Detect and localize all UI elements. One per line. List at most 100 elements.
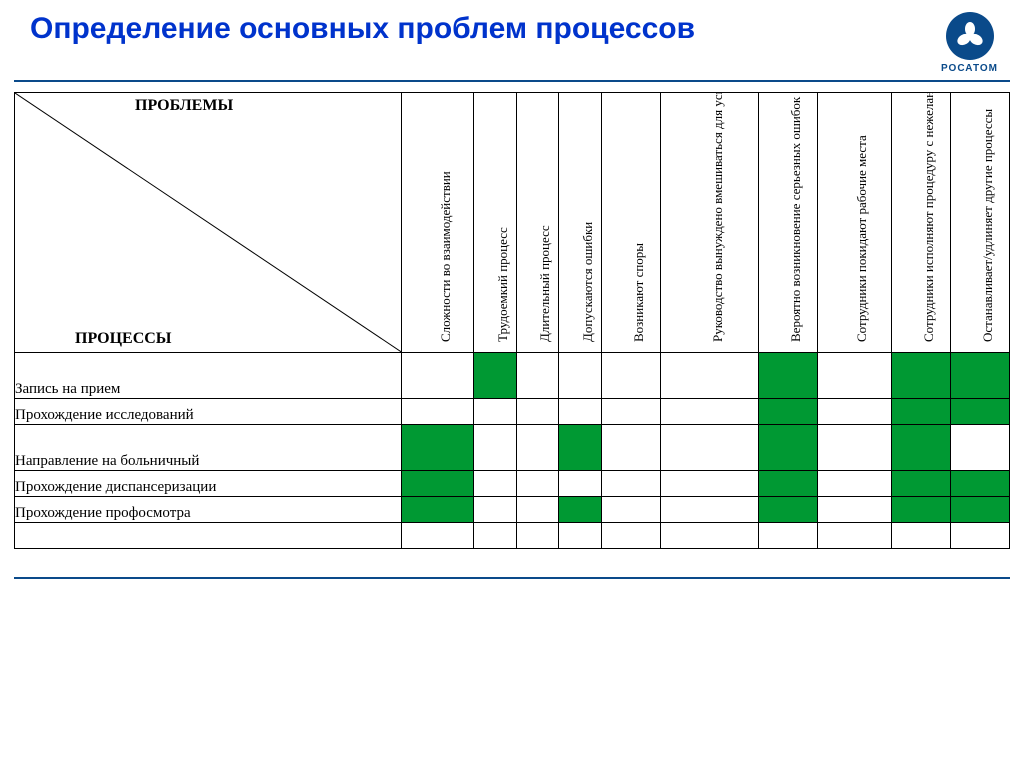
matrix-cell bbox=[950, 399, 1009, 425]
corner-rows-label: ПРОЦЕССЫ bbox=[75, 330, 172, 348]
column-header-label: Длительный процесс bbox=[537, 93, 553, 347]
brand-name: РОСАТОМ bbox=[941, 63, 998, 74]
matrix-cell bbox=[891, 353, 950, 399]
matrix-cell bbox=[473, 471, 516, 497]
row-label: Направление на больничный bbox=[15, 425, 402, 471]
matrix-cell bbox=[891, 425, 950, 471]
column-header: Трудоемкий процесс bbox=[473, 93, 516, 353]
table-row-blank bbox=[15, 523, 1010, 549]
matrix-cell bbox=[661, 523, 759, 549]
matrix-cell bbox=[602, 353, 661, 399]
column-header-label: Останавливает/удлиняет другие процессы bbox=[980, 93, 996, 347]
divider-top bbox=[14, 80, 1010, 82]
corner-columns-label: ПРОБЛЕМЫ bbox=[135, 97, 233, 115]
matrix-cell bbox=[559, 471, 602, 497]
column-header: Сотрудники исполняют процедуру с нежелан… bbox=[891, 93, 950, 353]
matrix-cell bbox=[402, 399, 473, 425]
matrix-cell bbox=[661, 353, 759, 399]
column-header-label: Сотрудники исполняют процедуру с нежелан… bbox=[921, 93, 937, 347]
matrix-cell bbox=[559, 399, 602, 425]
matrix-cell bbox=[402, 353, 473, 399]
table-row: Прохождение диспансеризации bbox=[15, 471, 1010, 497]
column-header-label: Сотрудники покидают рабочие места bbox=[854, 93, 870, 347]
matrix-cell bbox=[661, 497, 759, 523]
matrix-cell bbox=[759, 425, 818, 471]
row-label: Прохождение профосмотра bbox=[15, 497, 402, 523]
column-header-label: Трудоемкий процесс bbox=[495, 93, 511, 347]
matrix-cell bbox=[473, 353, 516, 399]
matrix-cell bbox=[473, 425, 516, 471]
page-title: Определение основных проблем процессов bbox=[30, 12, 695, 46]
matrix-cell bbox=[559, 353, 602, 399]
matrix-cell bbox=[559, 523, 602, 549]
matrix-cell bbox=[950, 425, 1009, 471]
matrix-cell bbox=[891, 497, 950, 523]
matrix-cell bbox=[818, 497, 891, 523]
table-row: Направление на больничный bbox=[15, 425, 1010, 471]
matrix-cell bbox=[759, 353, 818, 399]
matrix-cell bbox=[602, 425, 661, 471]
matrix-cell bbox=[818, 425, 891, 471]
column-header: Допускаются ошибки bbox=[559, 93, 602, 353]
table-row: Запись на прием bbox=[15, 353, 1010, 399]
matrix-cell bbox=[661, 425, 759, 471]
matrix-cell bbox=[516, 497, 559, 523]
matrix-cell bbox=[516, 471, 559, 497]
matrix-cell bbox=[759, 471, 818, 497]
column-header: Вероятно возникновение серьезных ошибок bbox=[759, 93, 818, 353]
matrix-cell bbox=[950, 497, 1009, 523]
matrix-cell bbox=[818, 471, 891, 497]
matrix-cell bbox=[602, 471, 661, 497]
divider-bottom bbox=[14, 577, 1010, 579]
matrix-cell bbox=[516, 425, 559, 471]
row-label: Запись на прием bbox=[15, 353, 402, 399]
column-header: Длительный процесс bbox=[516, 93, 559, 353]
matrix-cell bbox=[891, 399, 950, 425]
matrix-cell bbox=[473, 497, 516, 523]
matrix-cell bbox=[559, 425, 602, 471]
column-header: Руководство вынуждено вмешиваться для ус… bbox=[661, 93, 759, 353]
matrix-cell bbox=[602, 523, 661, 549]
corner-cell: ПРОБЛЕМЫ ПРОЦЕССЫ bbox=[15, 93, 402, 353]
rosatom-icon bbox=[946, 12, 994, 60]
matrix-cell bbox=[759, 497, 818, 523]
column-header-label: Сложности во взаимодействии bbox=[438, 93, 454, 347]
column-header-label: Возникают споры bbox=[631, 93, 647, 347]
matrix-cell bbox=[402, 497, 473, 523]
matrix-cell bbox=[891, 523, 950, 549]
matrix-cell bbox=[602, 399, 661, 425]
matrix-cell bbox=[818, 399, 891, 425]
matrix-cell bbox=[602, 497, 661, 523]
matrix-cell bbox=[516, 523, 559, 549]
matrix-cell bbox=[661, 399, 759, 425]
matrix-container: ПРОБЛЕМЫ ПРОЦЕССЫ Сложности во взаимодей… bbox=[0, 92, 1024, 549]
row-label: Прохождение диспансеризации bbox=[15, 471, 402, 497]
row-label bbox=[15, 523, 402, 549]
matrix-cell bbox=[473, 523, 516, 549]
column-header: Сложности во взаимодействии bbox=[402, 93, 473, 353]
column-header: Сотрудники покидают рабочие места bbox=[818, 93, 891, 353]
matrix-cell bbox=[759, 399, 818, 425]
brand-logo: РОСАТОМ bbox=[941, 12, 998, 74]
column-header-label: Допускаются ошибки bbox=[580, 93, 596, 347]
column-header: Останавливает/удлиняет другие процессы bbox=[950, 93, 1009, 353]
matrix-cell bbox=[818, 523, 891, 549]
matrix-cell bbox=[516, 399, 559, 425]
matrix-cell bbox=[950, 523, 1009, 549]
matrix-cell bbox=[661, 471, 759, 497]
matrix-cell bbox=[473, 399, 516, 425]
header: Определение основных проблем процессов Р… bbox=[0, 0, 1024, 78]
matrix-cell bbox=[950, 471, 1009, 497]
matrix-cell bbox=[402, 471, 473, 497]
table-row: Прохождение профосмотра bbox=[15, 497, 1010, 523]
matrix-cell bbox=[759, 523, 818, 549]
row-label: Прохождение исследований bbox=[15, 399, 402, 425]
column-header-label: Руководство вынуждено вмешиваться для ус… bbox=[710, 93, 726, 347]
column-header-label: Вероятно возникновение серьезных ошибок bbox=[788, 93, 804, 347]
problem-matrix: ПРОБЛЕМЫ ПРОЦЕССЫ Сложности во взаимодей… bbox=[14, 92, 1010, 549]
matrix-cell bbox=[516, 353, 559, 399]
matrix-cell bbox=[891, 471, 950, 497]
column-header: Возникают споры bbox=[602, 93, 661, 353]
matrix-cell bbox=[950, 353, 1009, 399]
table-row: Прохождение исследований bbox=[15, 399, 1010, 425]
